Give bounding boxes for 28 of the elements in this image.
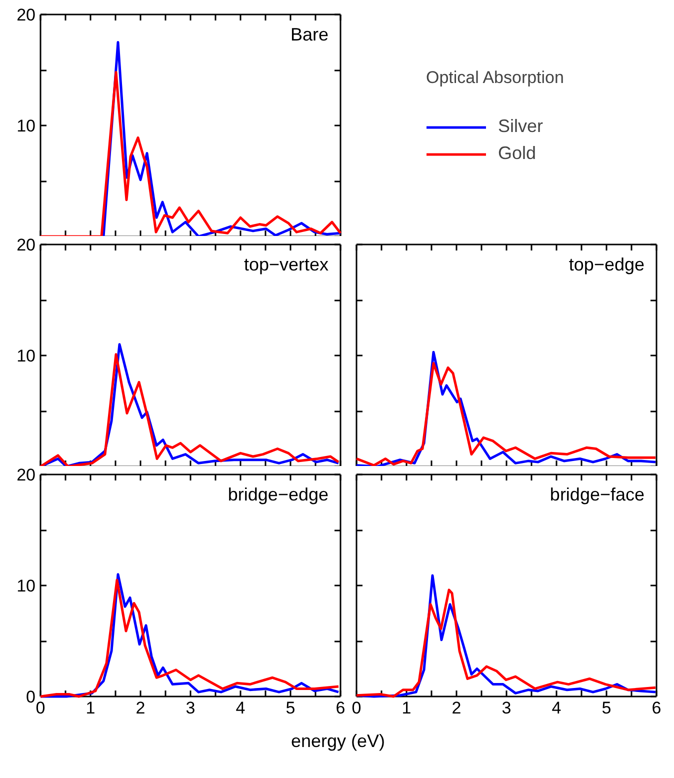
y-tick-label: 20 — [16, 236, 36, 254]
x-tick-label: 5 — [286, 698, 296, 718]
x-tick-label: 0 — [352, 698, 362, 718]
y-tick-label: 20 — [16, 466, 36, 484]
x-tick-label: 1 — [86, 698, 96, 718]
text: bridge−face — [550, 484, 645, 504]
x-tick-label: 3 — [186, 698, 196, 718]
text: top−vertex — [244, 254, 329, 274]
text: top−edge — [568, 254, 644, 274]
x-axis-title: energy (eV) — [290, 730, 386, 753]
text: Bare — [290, 24, 329, 44]
y-tick-label: 10 — [16, 116, 36, 136]
x-tick-label: 3 — [502, 698, 512, 718]
legend-label: Gold — [498, 143, 536, 164]
x-tick-label: 2 — [452, 698, 462, 718]
y-tick-label: 10 — [16, 346, 36, 366]
x-tick-label: 6 — [652, 698, 662, 718]
legend-label: Silver — [498, 116, 544, 137]
x-tick-label: 5 — [602, 698, 612, 718]
x-tick-label: 6 — [336, 698, 346, 718]
x-tick-label: 2 — [136, 698, 146, 718]
x-tick-label: 4 — [552, 698, 562, 718]
legend-title: Optical Absorption — [426, 68, 564, 88]
text: bridge−edge — [228, 484, 329, 504]
x-tick-label: 4 — [236, 698, 246, 718]
y-tick-label: 20 — [16, 6, 36, 24]
y-tick-label: 10 — [16, 576, 36, 596]
x-tick-label: 1 — [402, 698, 412, 718]
